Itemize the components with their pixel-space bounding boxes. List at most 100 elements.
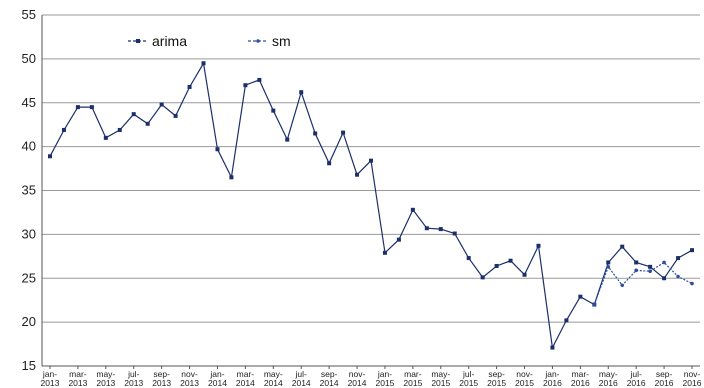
data-point-arima bbox=[131, 112, 136, 117]
data-point-arima bbox=[648, 264, 653, 269]
axes bbox=[41, 15, 700, 369]
y-tick-label: 15 bbox=[22, 358, 36, 373]
x-tick-label-year: 2013 bbox=[124, 378, 143, 388]
data-point-arima bbox=[145, 121, 150, 126]
x-tick-label-month: jul- bbox=[295, 369, 308, 379]
data-point-arima bbox=[634, 260, 639, 265]
x-tick-label-year: 2016 bbox=[683, 378, 702, 388]
data-point-arima bbox=[61, 127, 66, 132]
x-tick-label-month: may- bbox=[431, 369, 450, 379]
data-point-sm bbox=[648, 269, 652, 274]
x-tick-label-month: may- bbox=[599, 369, 618, 379]
x-tick-label-year: 2013 bbox=[41, 378, 60, 388]
data-point-arima bbox=[606, 260, 611, 265]
x-tick-label-year: 2015 bbox=[487, 378, 506, 388]
data-point-arima bbox=[187, 84, 192, 89]
x-tick-label-year: 2013 bbox=[68, 378, 87, 388]
x-tick-label-month: nov- bbox=[684, 369, 701, 379]
y-tick-label: 50 bbox=[22, 51, 36, 66]
x-tick-label-year: 2016 bbox=[543, 378, 562, 388]
data-point-arima bbox=[578, 294, 583, 299]
series-line-sm bbox=[593, 261, 693, 305]
x-tick-label-year: 2015 bbox=[375, 378, 394, 388]
x-tick-label-year: 2014 bbox=[236, 378, 255, 388]
data-point-sm bbox=[676, 274, 680, 279]
x-tick-label-month: jul- bbox=[462, 369, 475, 379]
x-tick-label-month: mar- bbox=[69, 369, 87, 379]
x-tick-label-year: 2014 bbox=[208, 378, 227, 388]
data-point-sm bbox=[634, 268, 638, 273]
x-tick-label-month: sep- bbox=[488, 369, 505, 379]
x-tick-label-month: mar- bbox=[572, 369, 590, 379]
y-tick-label: 40 bbox=[22, 139, 36, 154]
y-tick-label: 35 bbox=[22, 183, 36, 198]
data-point-arima bbox=[299, 90, 304, 95]
legend-swatch-marker bbox=[136, 39, 140, 43]
data-point-arima bbox=[215, 147, 220, 152]
x-tick-label-year: 2014 bbox=[348, 378, 367, 388]
x-axis-tick-labels: jan-2013mar-2013may-2013jul-2013sep-2013… bbox=[41, 369, 702, 388]
data-point-arima bbox=[550, 345, 555, 350]
data-point-arima bbox=[327, 161, 332, 166]
legend-swatch-marker bbox=[256, 39, 260, 43]
x-tick-label-year: 2014 bbox=[264, 378, 283, 388]
data-point-arima bbox=[313, 131, 318, 136]
data-point-arima bbox=[494, 263, 499, 268]
x-tick-label-month: may- bbox=[264, 369, 283, 379]
legend-label-arima: arima bbox=[152, 33, 187, 49]
x-tick-label-year: 2014 bbox=[292, 378, 311, 388]
data-point-sm bbox=[662, 260, 666, 265]
data-point-sm bbox=[592, 302, 597, 307]
data-point-arima bbox=[355, 172, 360, 177]
legend: arima sm bbox=[128, 33, 291, 49]
y-axis-tick-labels: 15 20 25 30 35 40 45 50 55 bbox=[22, 7, 36, 373]
data-point-arima bbox=[438, 227, 443, 232]
x-tick-label-month: jan- bbox=[209, 369, 224, 379]
data-point-arima bbox=[75, 105, 80, 110]
data-point-arima bbox=[117, 127, 122, 132]
x-tick-label-year: 2016 bbox=[655, 378, 674, 388]
x-tick-label-month: nov- bbox=[349, 369, 366, 379]
x-tick-label-year: 2015 bbox=[459, 378, 478, 388]
x-tick-label-month: sep- bbox=[153, 369, 170, 379]
data-point-arima bbox=[257, 77, 262, 82]
x-tick-label-month: jan- bbox=[377, 369, 392, 379]
x-tick-label-year: 2014 bbox=[320, 378, 339, 388]
data-point-arima bbox=[508, 258, 513, 263]
y-tick-label: 25 bbox=[22, 270, 36, 285]
data-point-arima bbox=[229, 175, 234, 180]
x-tick-label-month: sep- bbox=[321, 369, 338, 379]
data-point-arima bbox=[620, 244, 625, 249]
data-point-sm bbox=[606, 265, 611, 269]
x-tick-label-month: nov- bbox=[181, 369, 198, 379]
x-tick-label-year: 2015 bbox=[515, 378, 534, 388]
data-point-arima bbox=[369, 158, 373, 163]
gridlines bbox=[42, 14, 700, 367]
x-tick-label-year: 2013 bbox=[96, 378, 115, 388]
y-tick-label: 45 bbox=[22, 95, 36, 110]
x-tick-label-year: 2015 bbox=[431, 378, 450, 388]
data-point-arima bbox=[201, 61, 206, 66]
data-point-arima bbox=[452, 231, 457, 236]
x-tick-label-year: 2015 bbox=[403, 378, 422, 388]
data-point-arima bbox=[466, 256, 471, 261]
x-tick-label-year: 2013 bbox=[152, 378, 171, 388]
data-point-arima bbox=[522, 272, 527, 277]
x-tick-label-month: sep- bbox=[656, 369, 673, 379]
x-tick-label-month: jan- bbox=[42, 369, 57, 379]
data-point-arima bbox=[89, 105, 94, 110]
data-point-arima bbox=[243, 83, 248, 88]
y-tick-label: 30 bbox=[22, 226, 36, 241]
x-tick-label-year: 2016 bbox=[571, 378, 590, 388]
x-tick-label-year: 2013 bbox=[180, 378, 199, 388]
data-point-arima bbox=[103, 135, 108, 140]
data-point-arima bbox=[536, 243, 541, 248]
y-tick-label: 20 bbox=[22, 314, 36, 329]
data-point-sm bbox=[620, 283, 625, 288]
x-tick-label-month: may- bbox=[96, 369, 115, 379]
x-tick-label-month: mar- bbox=[404, 369, 422, 379]
data-point-arima bbox=[564, 318, 569, 323]
legend-label-sm: sm bbox=[272, 33, 291, 49]
x-tick-label-month: mar- bbox=[237, 369, 255, 379]
